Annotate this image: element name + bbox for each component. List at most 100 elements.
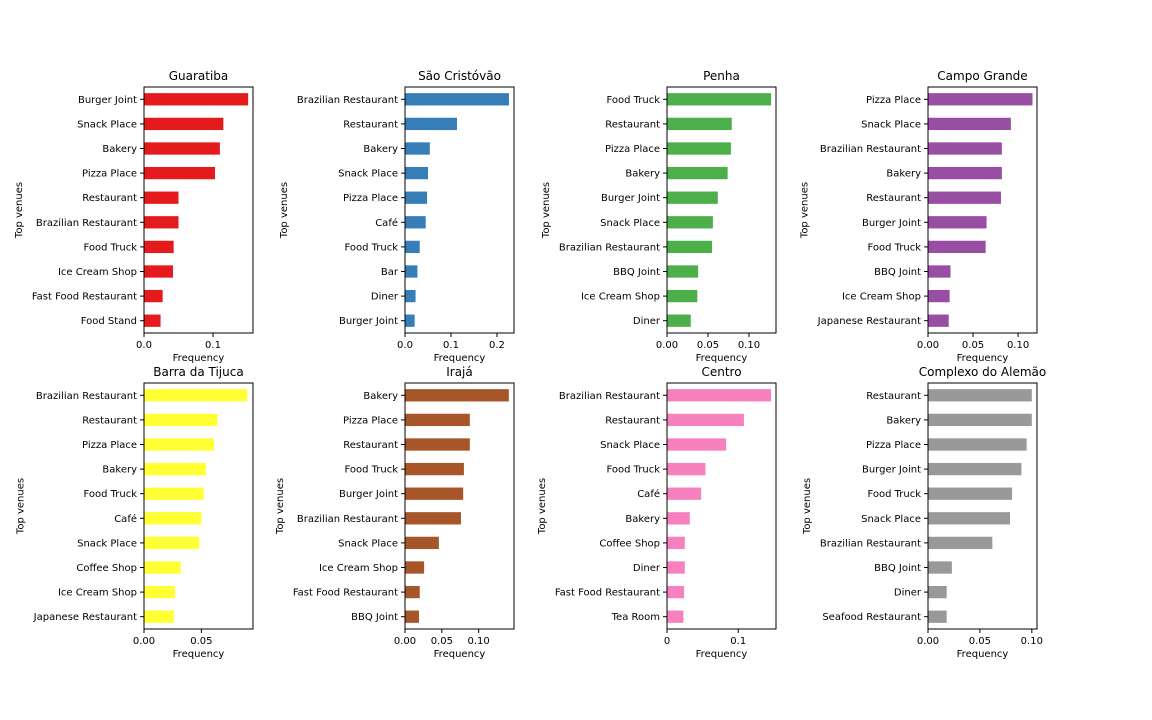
y-axis-label: Top venues (537, 478, 548, 535)
bar (667, 438, 727, 451)
y-tick-label: Brazilian Restaurant (297, 514, 398, 525)
subplot-title: Campo Grande (937, 69, 1027, 83)
x-tick-label: 0.0 (136, 340, 152, 351)
bar (144, 561, 181, 574)
y-tick-label: Restaurant (343, 119, 398, 130)
bar (405, 438, 470, 451)
axes-frame (666, 86, 777, 334)
y-tick-label: Food Truck (344, 242, 398, 253)
bar (405, 289, 416, 303)
x-axis-label: Frequency (957, 649, 1009, 660)
x-tick-label: 0.00 (917, 340, 939, 351)
y-axis-label: Top venues (800, 182, 811, 239)
y-tick-label: Snack Place (338, 538, 398, 549)
y-tick-label: Pizza Place (82, 440, 137, 451)
y-tick-label: Bakery (625, 514, 660, 525)
x-axis-label: Frequency (696, 649, 748, 660)
bar (144, 438, 214, 451)
x-axis-label: Frequency (957, 353, 1009, 364)
bar (405, 265, 418, 278)
y-tick-label: Bakery (363, 391, 398, 402)
bar (144, 142, 220, 155)
y-tick-label: Bakery (625, 169, 660, 180)
subplot-2: Brazilian Restaurant Restaurant Bakery Snac… (279, 69, 515, 364)
bar (928, 462, 1022, 476)
x-tick-label: 0.0 (397, 340, 413, 351)
bar (144, 289, 163, 303)
subplot-title: São Cristóvão (418, 69, 501, 83)
bar (144, 191, 179, 204)
y-axis-label: Top venues (541, 182, 552, 239)
bar (928, 438, 1027, 451)
bar (928, 561, 952, 574)
bar (928, 240, 986, 254)
bar (928, 610, 947, 623)
y-tick-label: Brazilian Restaurant (820, 144, 921, 155)
axes-frame (143, 86, 254, 334)
bar (144, 93, 249, 106)
bar (928, 289, 950, 303)
y-tick-label: Restaurant (605, 415, 660, 426)
bar (144, 413, 218, 427)
y-tick-label: Snack Place (861, 119, 921, 130)
bar (667, 536, 685, 550)
y-tick-label: Café (375, 217, 398, 229)
y-tick-label: Bakery (886, 169, 921, 180)
bar (928, 142, 1002, 155)
bar (144, 117, 224, 131)
subplot-title: Penha (703, 69, 740, 83)
y-tick-label: Snack Place (338, 169, 398, 180)
y-tick-label: Brazilian Restaurant (559, 391, 660, 402)
bar (144, 585, 175, 599)
bar (405, 512, 461, 525)
subplot-7: Brazilian Restaurant Restaurant Snack Plac… (537, 365, 777, 660)
y-tick-label: Tea Room (611, 612, 660, 623)
y-tick-label: Pizza Place (343, 193, 398, 204)
subplot-title: Centro (701, 365, 741, 379)
y-axis-label: Top venues (16, 478, 27, 535)
bar (667, 585, 685, 599)
bar (405, 142, 430, 155)
subplot-4: Pizza Place Snack Place Brazilian Restaura… (800, 69, 1038, 364)
y-tick-label: Coffee Shop (599, 538, 660, 549)
bar (928, 314, 949, 327)
bar (667, 389, 772, 402)
bar (405, 240, 420, 254)
bar (405, 166, 428, 180)
bar (667, 314, 691, 327)
axes-frame (666, 382, 777, 630)
axes-frame (404, 86, 515, 334)
y-tick-label: Burger Joint (862, 218, 921, 229)
y-tick-label: Diner (633, 316, 661, 327)
bar (667, 117, 732, 131)
bar (144, 265, 173, 278)
y-tick-label: Ice Cream Shop (581, 292, 660, 303)
bar (667, 487, 702, 500)
x-tick-label: 0.00 (656, 340, 678, 351)
axes-frame (927, 382, 1038, 630)
y-tick-label: Japanese Restaurant (817, 316, 921, 327)
bar (144, 487, 204, 500)
y-tick-label: Pizza Place (605, 144, 660, 155)
bar (144, 314, 161, 327)
bar (405, 487, 464, 500)
y-tick-label: Brazilian Restaurant (297, 95, 398, 106)
x-axis-label: Frequency (696, 353, 748, 364)
x-tick-label: 0.1 (443, 340, 459, 351)
bar (667, 610, 684, 623)
axes-frame (927, 86, 1038, 334)
y-tick-label: Bakery (363, 144, 398, 155)
x-tick-label: 0.10 (738, 340, 760, 351)
bar (667, 289, 698, 303)
x-tick-label: 0.00 (917, 636, 939, 647)
subplot-title: Complexo do Alemão (919, 365, 1047, 379)
axes-frame (404, 382, 515, 630)
y-tick-label: Snack Place (77, 538, 137, 549)
bar (667, 93, 772, 106)
y-tick-label: Burger Joint (601, 193, 660, 204)
bar (405, 585, 420, 599)
y-tick-label: Food Truck (606, 95, 660, 106)
y-tick-label: Food Truck (606, 465, 660, 476)
subplot-title: Barra da Tijuca (153, 365, 243, 379)
